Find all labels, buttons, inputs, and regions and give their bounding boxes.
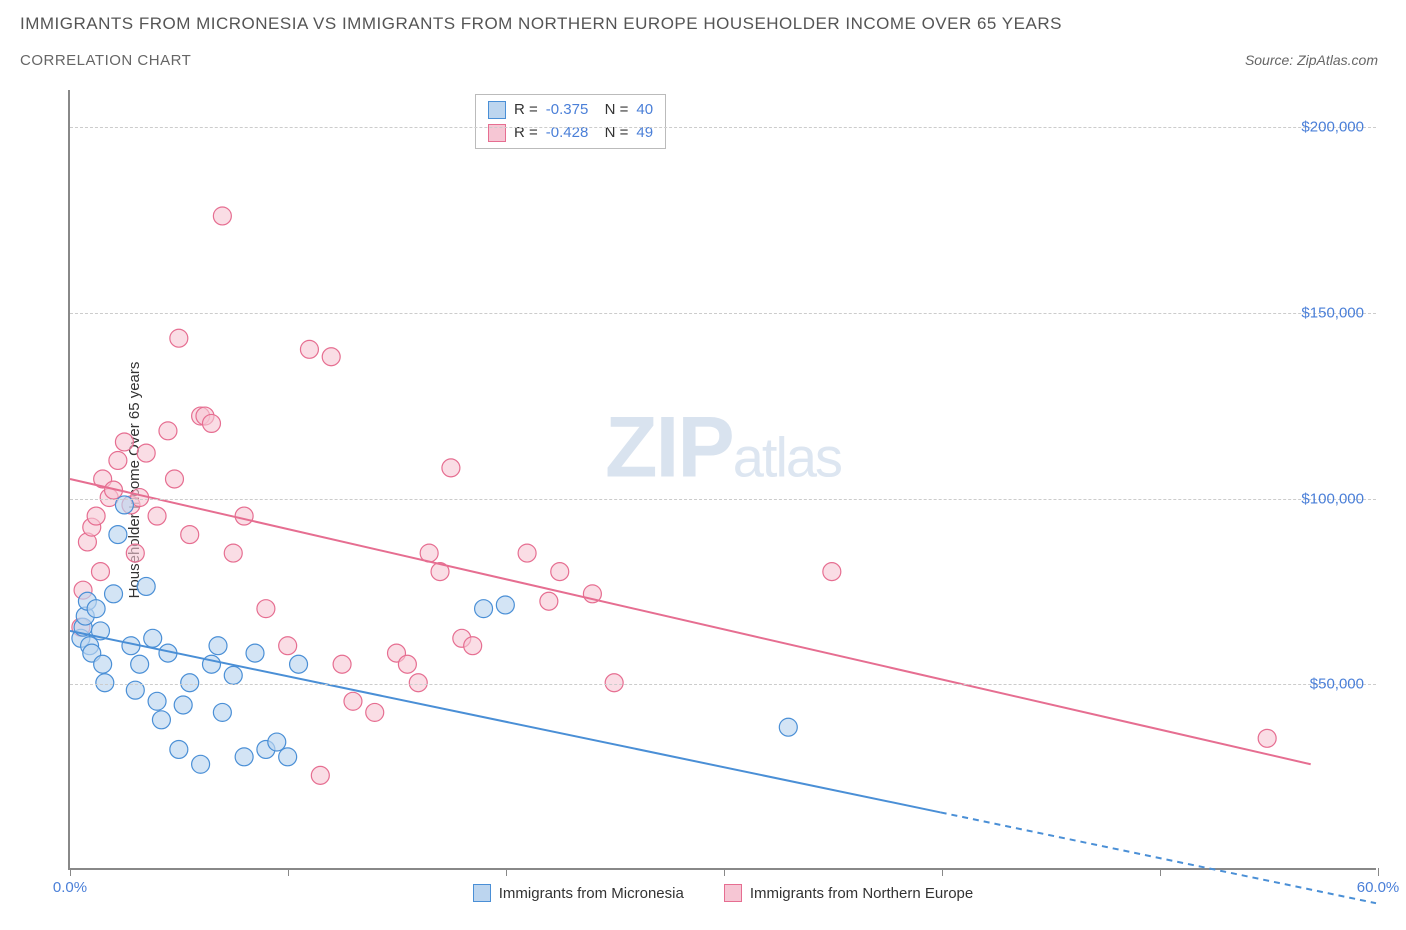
data-point xyxy=(137,444,155,462)
data-point xyxy=(322,348,340,366)
data-point xyxy=(333,655,351,673)
correlation-legend: R = -0.375 N = 40 R = -0.428 N = 49 xyxy=(475,94,666,149)
data-point xyxy=(290,655,308,673)
legend-label-2: Immigrants from Northern Europe xyxy=(750,885,973,902)
data-point xyxy=(126,544,144,562)
gridline xyxy=(70,127,1376,128)
data-point xyxy=(109,451,127,469)
chart-subtitle: CORRELATION CHART xyxy=(20,52,191,69)
data-point xyxy=(144,629,162,647)
n-value-1: 40 xyxy=(636,99,653,122)
x-tick xyxy=(506,868,507,876)
data-point xyxy=(87,507,105,525)
gridline xyxy=(70,684,1376,685)
data-point xyxy=(170,329,188,347)
data-point xyxy=(181,674,199,692)
data-point xyxy=(115,433,133,451)
source-label: Source: ZipAtlas.com xyxy=(1245,52,1378,68)
legend-item-neurope: Immigrants from Northern Europe xyxy=(724,884,973,902)
data-point xyxy=(192,755,210,773)
legend-label-1: Immigrants from Micronesia xyxy=(499,885,684,902)
data-point xyxy=(551,563,569,581)
data-point xyxy=(518,544,536,562)
data-point xyxy=(224,666,242,684)
swatch-neurope-icon xyxy=(724,884,742,902)
data-point xyxy=(246,644,264,662)
data-point xyxy=(174,696,192,714)
data-point xyxy=(105,585,123,603)
data-point xyxy=(181,526,199,544)
plot-area: ZIPatlas R = -0.375 N = 40 R = -0.428 N … xyxy=(68,90,1376,870)
data-point xyxy=(170,740,188,758)
gridline xyxy=(70,499,1376,500)
data-point xyxy=(202,655,220,673)
data-point xyxy=(94,655,112,673)
data-point xyxy=(148,507,166,525)
data-point xyxy=(300,340,318,358)
data-point xyxy=(235,748,253,766)
data-point xyxy=(235,507,253,525)
data-point xyxy=(344,692,362,710)
data-point xyxy=(91,563,109,581)
r-value-2: -0.428 xyxy=(546,122,589,145)
data-point xyxy=(409,674,427,692)
data-point xyxy=(202,414,220,432)
bottom-legend: Immigrants from Micronesia Immigrants fr… xyxy=(70,884,1376,902)
x-tick xyxy=(1378,868,1379,876)
swatch-micronesia-icon xyxy=(488,101,506,119)
data-point xyxy=(475,600,493,618)
data-point xyxy=(605,674,623,692)
data-point xyxy=(131,655,149,673)
data-point xyxy=(779,718,797,736)
data-point xyxy=(87,600,105,618)
data-point xyxy=(366,703,384,721)
data-point xyxy=(540,592,558,610)
data-point xyxy=(823,563,841,581)
trend-line xyxy=(70,631,941,813)
r-value-1: -0.375 xyxy=(546,99,589,122)
legend-row-2: R = -0.428 N = 49 xyxy=(488,122,653,145)
legend-row-1: R = -0.375 N = 40 xyxy=(488,99,653,122)
data-point xyxy=(209,637,227,655)
data-point xyxy=(152,711,170,729)
data-point xyxy=(1258,729,1276,747)
data-point xyxy=(137,577,155,595)
data-point xyxy=(442,459,460,477)
data-point xyxy=(311,766,329,784)
x-tick xyxy=(942,868,943,876)
page-title: IMMIGRANTS FROM MICRONESIA VS IMMIGRANTS… xyxy=(20,14,1386,34)
data-point xyxy=(398,655,416,673)
x-tick xyxy=(70,868,71,876)
trend-line xyxy=(70,479,1311,764)
data-point xyxy=(268,733,286,751)
chart-container: Householder Income Over 65 years ZIPatla… xyxy=(20,90,1386,870)
n-value-2: 49 xyxy=(636,122,653,145)
data-point xyxy=(213,703,231,721)
y-tick-label: $200,000 xyxy=(1301,119,1364,136)
data-point xyxy=(464,637,482,655)
gridline xyxy=(70,313,1376,314)
y-tick-label: $150,000 xyxy=(1301,304,1364,321)
data-point xyxy=(279,637,297,655)
data-point xyxy=(496,596,514,614)
x-tick xyxy=(288,868,289,876)
x-tick xyxy=(724,868,725,876)
data-point xyxy=(257,600,275,618)
data-point xyxy=(165,470,183,488)
data-point xyxy=(96,674,114,692)
data-point xyxy=(213,207,231,225)
legend-item-micronesia: Immigrants from Micronesia xyxy=(473,884,684,902)
data-point xyxy=(109,526,127,544)
data-point xyxy=(224,544,242,562)
swatch-micronesia-icon xyxy=(473,884,491,902)
x-tick xyxy=(1160,868,1161,876)
data-point xyxy=(279,748,297,766)
scatter-svg xyxy=(70,90,1376,868)
data-point xyxy=(159,422,177,440)
y-tick-label: $100,000 xyxy=(1301,490,1364,507)
data-point xyxy=(148,692,166,710)
y-tick-label: $50,000 xyxy=(1310,676,1364,693)
